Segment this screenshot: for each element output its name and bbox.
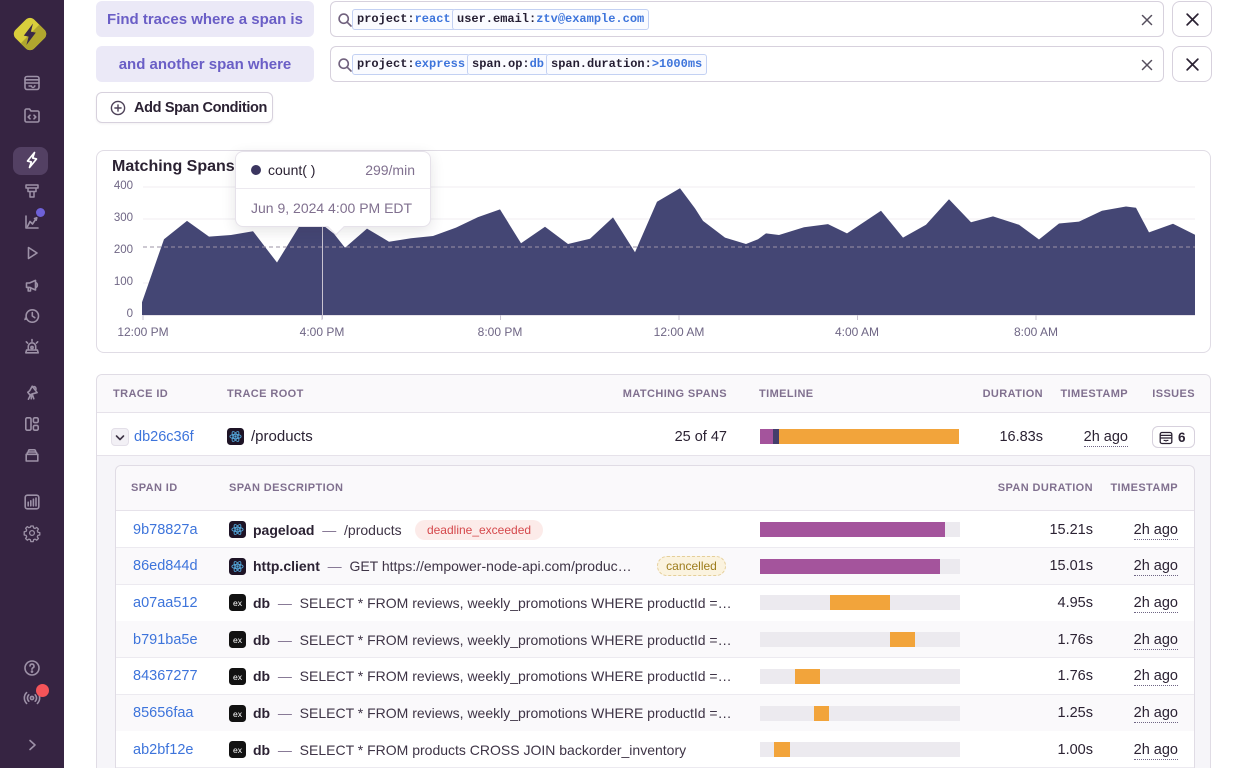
svg-text:ex: ex [233,598,243,608]
svg-text:ex: ex [233,745,243,755]
svg-text:ex: ex [233,635,243,645]
svg-text:ex: ex [233,672,243,682]
svg-text:ex: ex [233,709,243,719]
